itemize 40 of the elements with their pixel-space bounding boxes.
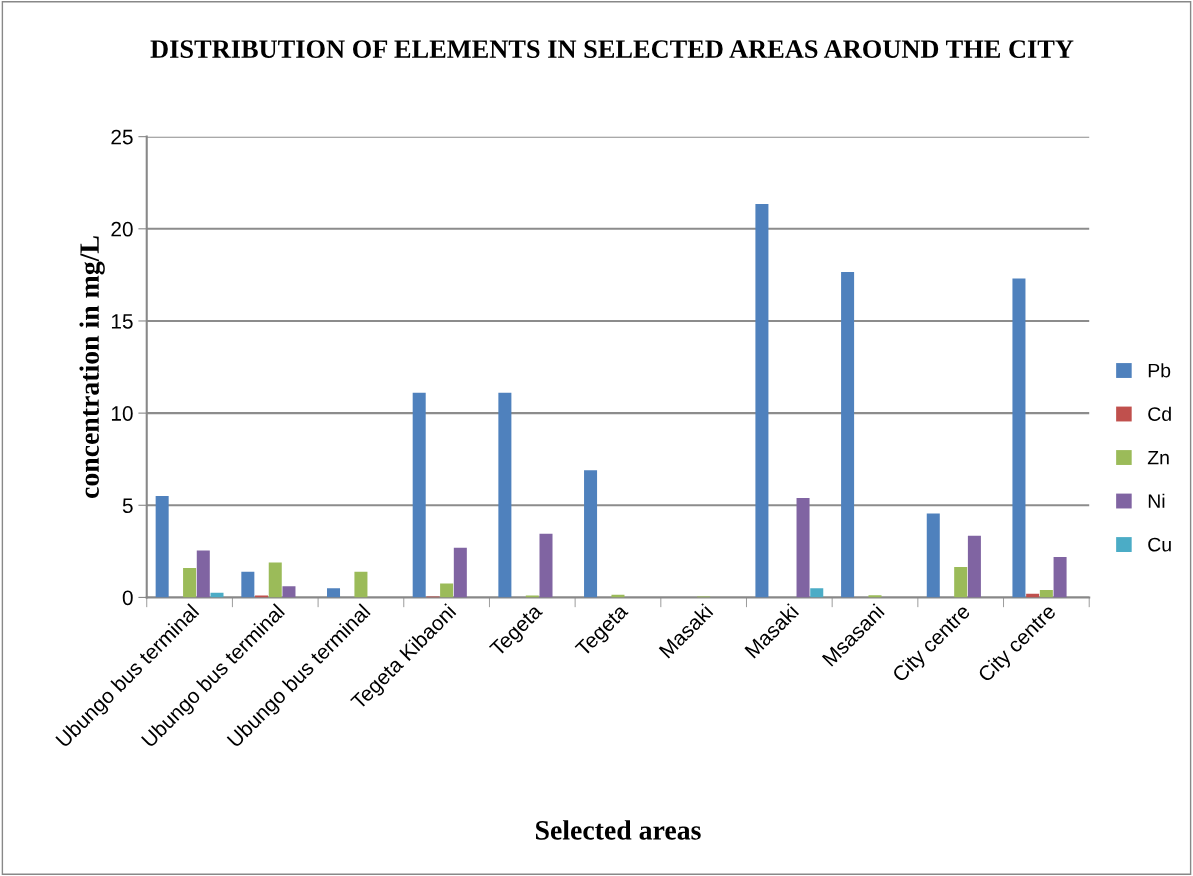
bar [1039, 590, 1053, 598]
bar [498, 392, 512, 598]
y-tick-label: 5 [122, 498, 133, 514]
bar [967, 535, 981, 598]
legend-label: Pb [1148, 363, 1171, 378]
bar [755, 203, 769, 598]
bar [196, 550, 210, 598]
bar [584, 470, 598, 598]
bar [954, 567, 968, 598]
legend-label: Cu [1148, 537, 1171, 552]
y-tick-label: 25 [111, 129, 133, 145]
bar [539, 533, 553, 598]
bar [1012, 278, 1026, 598]
y-tick-label: 15 [111, 314, 133, 329]
bar [1053, 556, 1067, 598]
bar [841, 272, 855, 598]
bar [453, 547, 467, 598]
bar [440, 583, 454, 598]
bar [796, 497, 810, 598]
bar [282, 586, 296, 598]
legend-label: Ni [1148, 493, 1165, 508]
y-tick-label: 20 [111, 221, 133, 237]
chart-title: DISTRIBUTION OF ELEMENTS IN SELECTED AREAS AROUND THE CITY [150, 40, 1074, 58]
bar [354, 571, 368, 598]
x-axis-title: Selected areas [536, 820, 701, 840]
bar [810, 588, 824, 598]
y-tick-label: 0 [122, 590, 133, 606]
bar [327, 588, 341, 598]
bar [926, 513, 940, 598]
bar [268, 562, 282, 598]
bar [183, 567, 197, 598]
y-tick-label: 10 [111, 406, 133, 421]
bar [241, 571, 255, 598]
y-axis-title: concentration in mg/L [79, 236, 105, 499]
bar [210, 592, 224, 598]
bar [412, 392, 426, 598]
legend-label: Cd [1148, 406, 1171, 421]
bar [155, 496, 169, 598]
bar [868, 595, 882, 598]
legend-label: Zn [1147, 450, 1169, 465]
